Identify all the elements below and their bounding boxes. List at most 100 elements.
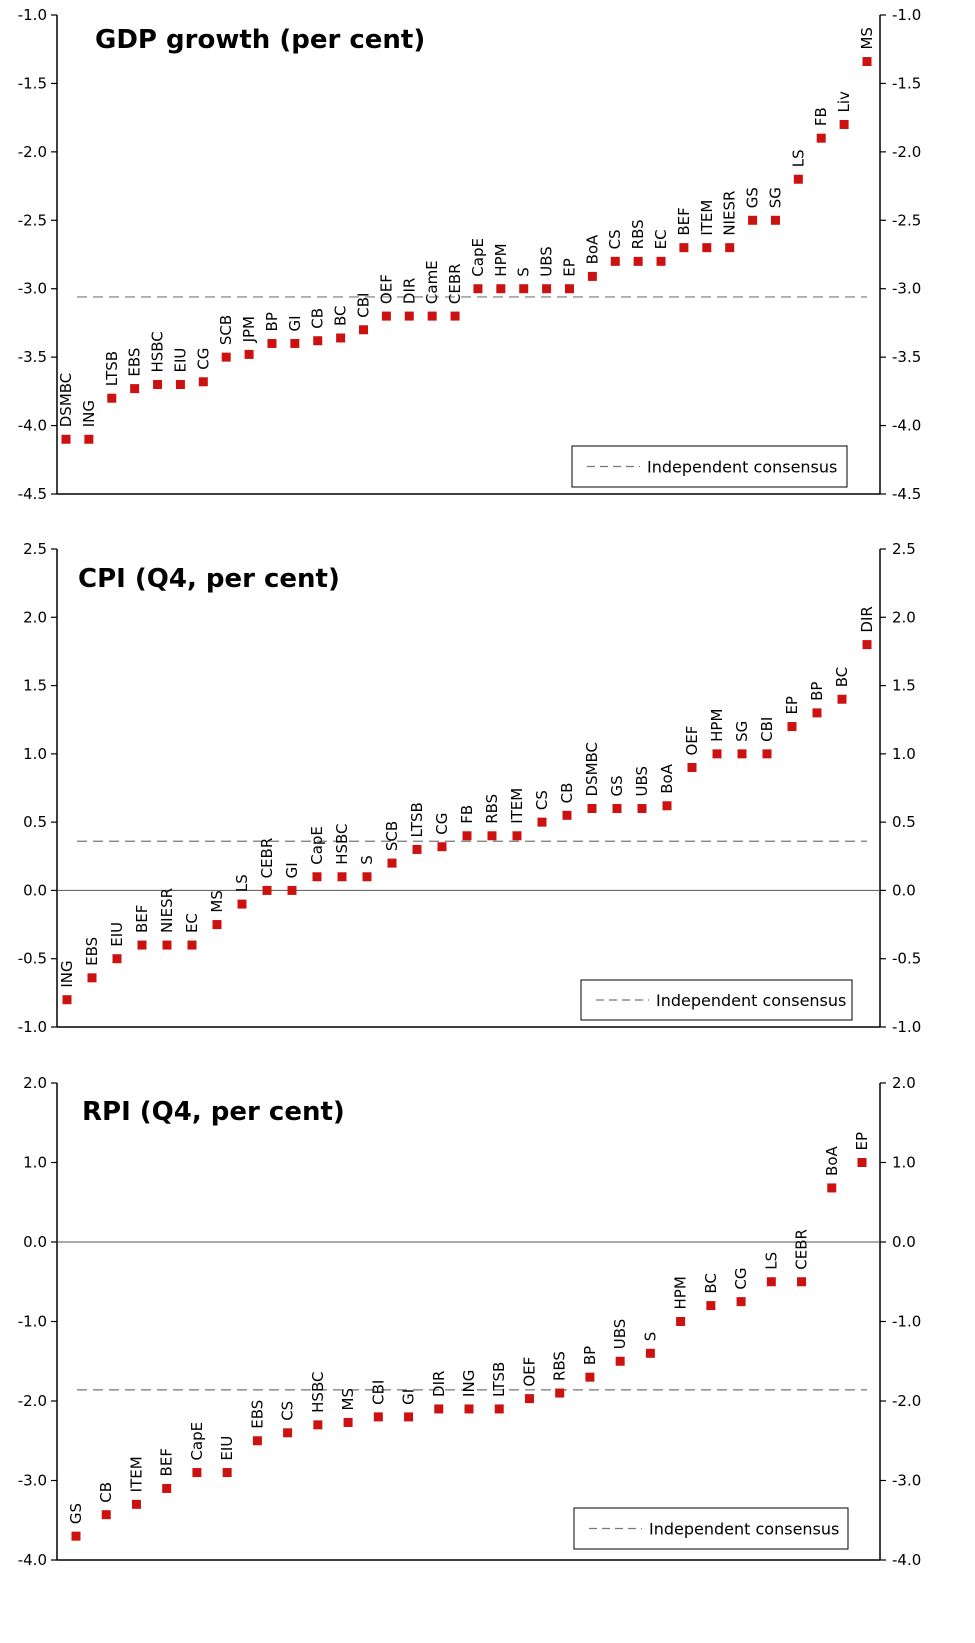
data-point (198, 377, 208, 387)
chart-title: CPI (Q4, per cent) (78, 564, 340, 594)
data-point (404, 1412, 414, 1422)
data-label: BoA (823, 1145, 841, 1175)
data-point (175, 380, 185, 390)
y-tick-label-left: -4.5 (18, 485, 47, 503)
data-point (462, 831, 472, 841)
data-label: EP (853, 1132, 871, 1151)
data-point (816, 133, 826, 143)
y-tick-label-right: -3.0 (892, 1472, 921, 1490)
data-point (797, 1277, 807, 1287)
data-label: EIU (171, 348, 189, 373)
data-point (162, 1483, 172, 1493)
y-tick-label-left: -2.5 (18, 211, 47, 229)
data-point (221, 352, 231, 362)
data-label: ING (460, 1370, 478, 1397)
data-point (153, 380, 163, 390)
y-tick-label-right: 1.0 (892, 1154, 916, 1172)
data-label: BEF (133, 905, 151, 933)
data-label: NIESR (721, 191, 739, 236)
data-label: BoA (583, 234, 601, 264)
data-label: EBS (83, 937, 101, 966)
y-tick-label-left: 0.5 (23, 813, 47, 831)
y-tick-label-left: -0.5 (18, 950, 47, 968)
data-point (252, 1436, 262, 1446)
data-label: LTSB (490, 1362, 508, 1397)
data-label: JPM (240, 316, 258, 343)
data-point (645, 1348, 655, 1358)
data-point (587, 803, 597, 813)
data-point (237, 899, 247, 909)
data-label: ITEM (698, 200, 716, 236)
data-label: HSBC (149, 331, 167, 372)
y-tick-label-right: -4.0 (892, 1551, 921, 1569)
data-label: EBS (248, 1400, 266, 1429)
y-tick-label-left: 1.5 (23, 677, 47, 695)
data-point (71, 1531, 81, 1541)
data-point (712, 749, 722, 759)
data-label: MS (208, 890, 226, 912)
data-point (222, 1468, 232, 1478)
y-tick-label-right: 0.0 (892, 881, 916, 899)
y-tick-label-right: -2.0 (892, 143, 921, 161)
data-label: EC (183, 913, 201, 933)
data-label: ITEM (508, 788, 526, 824)
data-point (290, 338, 300, 348)
data-label: BC (702, 1273, 720, 1294)
data-point (748, 215, 758, 225)
data-point (827, 1183, 837, 1193)
data-point (244, 349, 254, 359)
legend: Independent consensus (571, 445, 848, 488)
y-tick-label-left: -4.0 (18, 1551, 47, 1569)
data-label: BP (263, 312, 281, 331)
data-label: GS (608, 775, 626, 796)
y-tick-label-right: 0.5 (892, 813, 916, 831)
data-label: CamE (423, 260, 441, 304)
data-point (812, 708, 822, 718)
data-label: BoA (658, 763, 676, 793)
data-label: ITEM (127, 1456, 145, 1492)
data-point (464, 1404, 474, 1414)
data-label: BP (581, 1346, 599, 1365)
data-point (770, 215, 780, 225)
data-label: CB (558, 783, 576, 804)
legend-label: Independent consensus (647, 458, 837, 477)
data-point (313, 336, 323, 346)
data-point (87, 973, 97, 983)
data-point (61, 434, 71, 444)
y-tick-label-right: 1.0 (892, 745, 916, 763)
data-point (336, 333, 346, 343)
data-label: LTSB (103, 351, 121, 386)
data-point (287, 885, 297, 895)
data-label: FB (458, 805, 476, 824)
data-label: DIR (430, 1371, 448, 1397)
data-point (862, 640, 872, 650)
data-label: BEF (158, 1448, 176, 1476)
legend-label: Independent consensus (649, 1520, 839, 1539)
data-point (494, 1404, 504, 1414)
chart-title: GDP growth (per cent) (95, 25, 425, 55)
data-label: GS (744, 187, 762, 208)
data-label: HPM (492, 243, 510, 276)
data-label: S (641, 1332, 659, 1342)
y-tick-label-right: 0.0 (892, 1233, 916, 1251)
data-label: CEBR (258, 838, 276, 879)
data-point (262, 885, 272, 895)
data-point (427, 311, 437, 321)
chart-panel-2: 2.5 2.5 2.0 2.0 1.5 1.5 1.0 1.0 0.5 0.5 0.0 0.0 -0.5… (18, 540, 922, 1036)
data-point (437, 842, 447, 852)
y-tick-label-left: -4.0 (18, 417, 47, 435)
data-label: CBI (758, 717, 776, 742)
data-label: OEF (377, 274, 395, 304)
data-label: BC (332, 305, 350, 326)
data-point (587, 271, 597, 281)
data-point (387, 858, 397, 868)
chart-panel-3: 2.0 2.0 1.0 1.0 0.0 0.0 -1.0 -1.0 -2.0 -2.0 -3.0 -3… (18, 1074, 922, 1569)
data-point (687, 763, 697, 773)
data-label: EP (783, 696, 801, 715)
data-point (283, 1428, 293, 1438)
data-label: CS (606, 229, 624, 249)
y-tick-label-left: 1.0 (23, 1154, 47, 1172)
data-label: BC (833, 667, 851, 688)
data-point (137, 940, 147, 950)
